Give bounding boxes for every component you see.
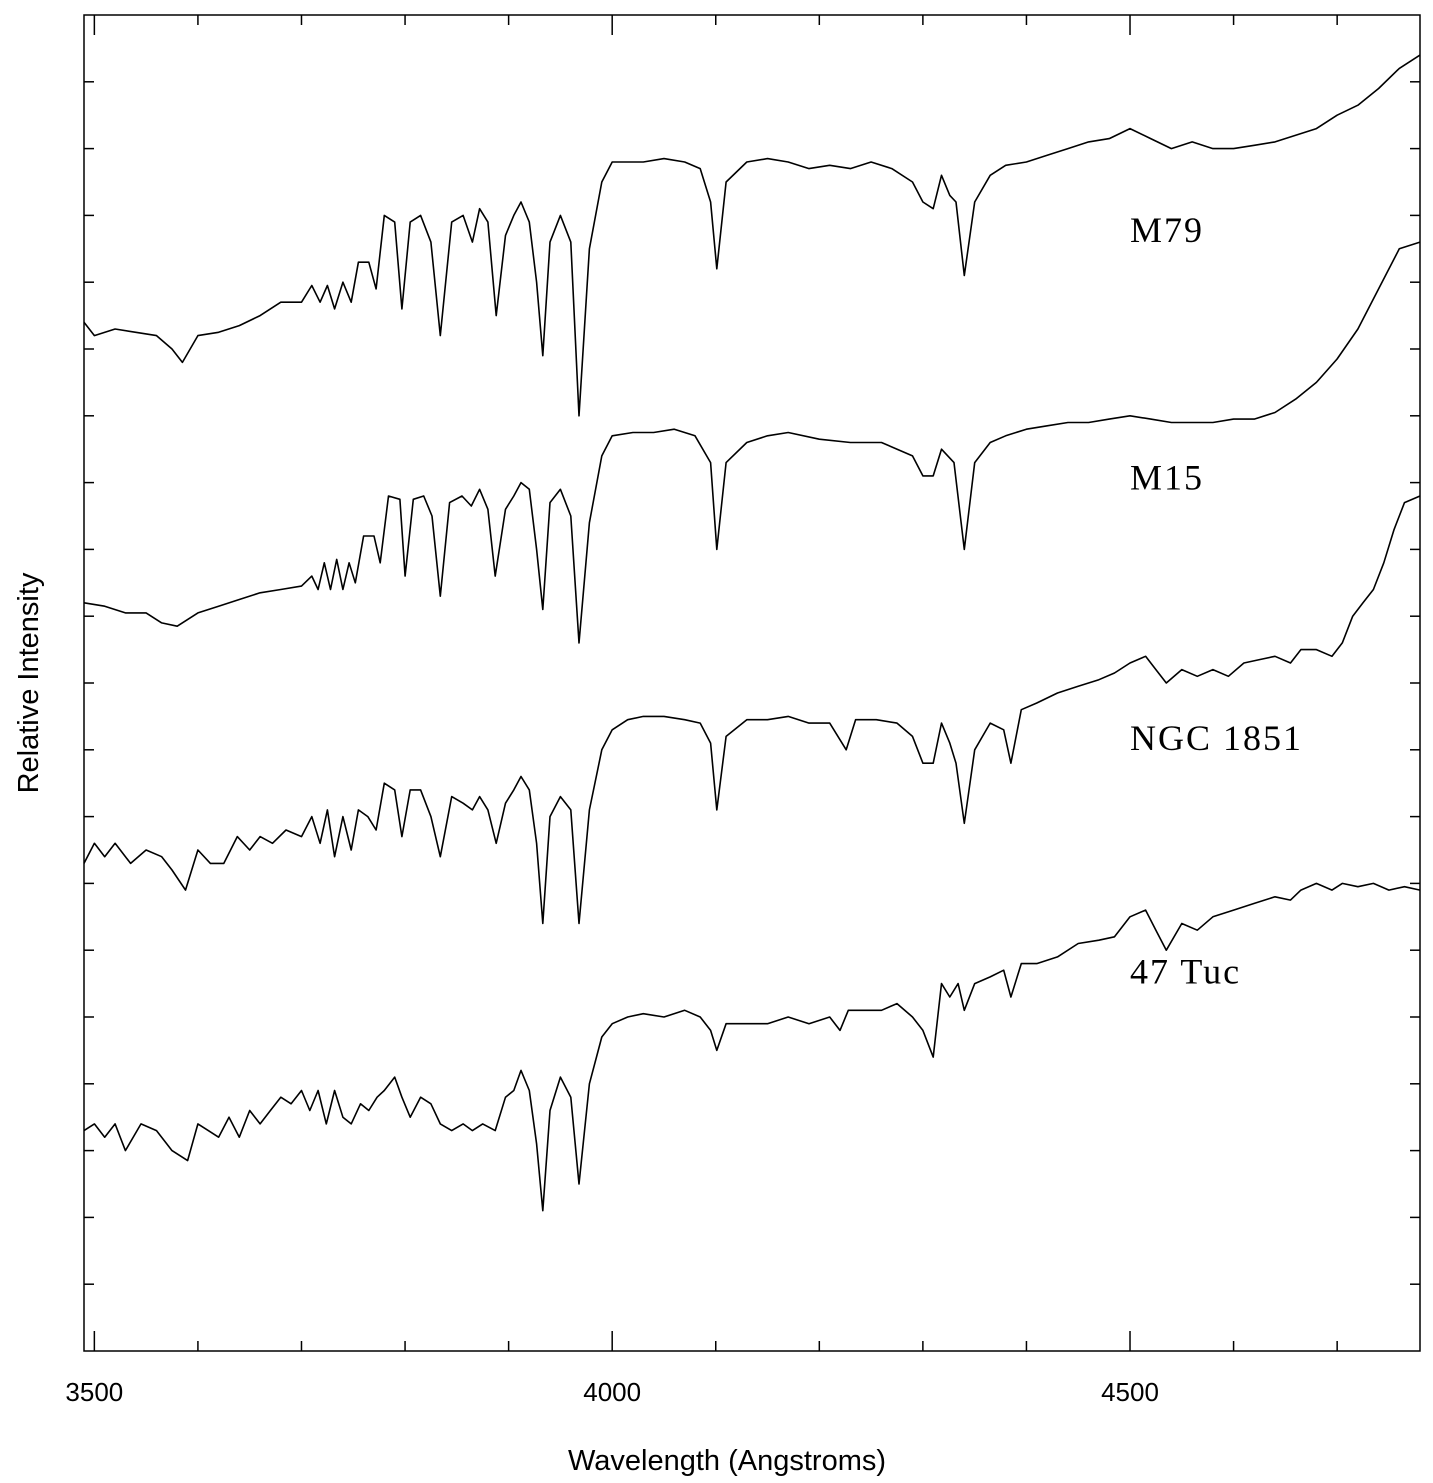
series-label: M15	[1130, 457, 1204, 497]
series-label: 47 Tuc	[1130, 952, 1241, 992]
plot-frame	[83, 14, 1421, 1352]
series-lines	[83, 54, 1421, 1212]
y-axis-title: Relative Intensity	[13, 572, 45, 793]
x-tick-label: 4000	[583, 1377, 641, 1407]
series-line	[83, 54, 1421, 417]
axis-ticks	[84, 15, 1420, 1351]
series-line	[83, 495, 1421, 925]
x-tick-label: 4500	[1101, 1377, 1159, 1407]
series-label: M79	[1130, 210, 1204, 250]
x-axis-title: Wavelength (Angstroms)	[568, 1445, 886, 1477]
series-line	[83, 882, 1421, 1212]
x-tick-labels: 3500 4000 4500	[65, 1377, 1159, 1407]
series-label: NGC 1851	[1130, 718, 1303, 758]
series-line	[83, 241, 1421, 644]
x-tick-label: 3500	[65, 1377, 123, 1407]
series-labels: M79 M15 NGC 1851 47 Tuc	[1130, 210, 1303, 992]
